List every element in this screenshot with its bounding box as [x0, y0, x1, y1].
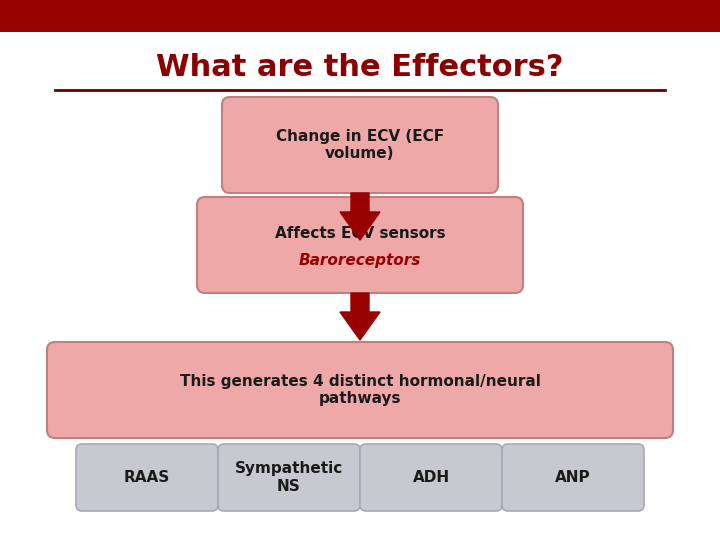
FancyBboxPatch shape — [47, 342, 673, 438]
FancyBboxPatch shape — [76, 444, 218, 511]
Text: What are the Effectors?: What are the Effectors? — [156, 53, 564, 83]
FancyBboxPatch shape — [0, 0, 720, 32]
Polygon shape — [340, 293, 380, 340]
Text: Baroreceptors: Baroreceptors — [299, 253, 421, 267]
Text: ANP: ANP — [555, 470, 591, 485]
Text: This generates 4 distinct hormonal/neural
pathways: This generates 4 distinct hormonal/neura… — [179, 374, 541, 406]
Text: RAAS: RAAS — [124, 470, 170, 485]
Text: ADH: ADH — [413, 470, 449, 485]
FancyBboxPatch shape — [502, 444, 644, 511]
Polygon shape — [340, 193, 380, 240]
FancyBboxPatch shape — [360, 444, 502, 511]
FancyBboxPatch shape — [197, 197, 523, 293]
Text: Change in ECV (ECF
volume): Change in ECV (ECF volume) — [276, 129, 444, 161]
Text: Affects ECV sensors: Affects ECV sensors — [275, 226, 445, 240]
FancyBboxPatch shape — [222, 97, 498, 193]
FancyBboxPatch shape — [218, 444, 360, 511]
Text: Sympathetic
NS: Sympathetic NS — [235, 461, 343, 494]
